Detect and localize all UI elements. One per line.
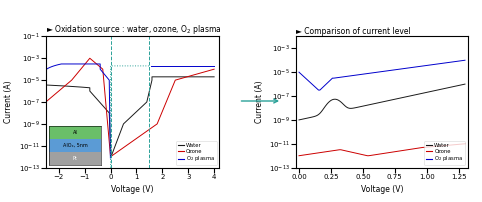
X-axis label: Voltage (V): Voltage (V) [361,185,403,195]
Text: ► Comparison of current level: ► Comparison of current level [296,27,411,36]
Legend: Water, Ozone, O$_2$ plasma: Water, Ozone, O$_2$ plasma [176,141,217,165]
Y-axis label: Current (A): Current (A) [4,81,13,123]
X-axis label: Voltage (V): Voltage (V) [111,185,154,195]
Y-axis label: Current (A): Current (A) [254,81,264,123]
Legend: Water, Ozone, O$_2$ plasma: Water, Ozone, O$_2$ plasma [424,141,465,165]
Text: ► Oxidation source : water, ozone, O$_2$ plasma: ► Oxidation source : water, ozone, O$_2$… [46,23,222,36]
